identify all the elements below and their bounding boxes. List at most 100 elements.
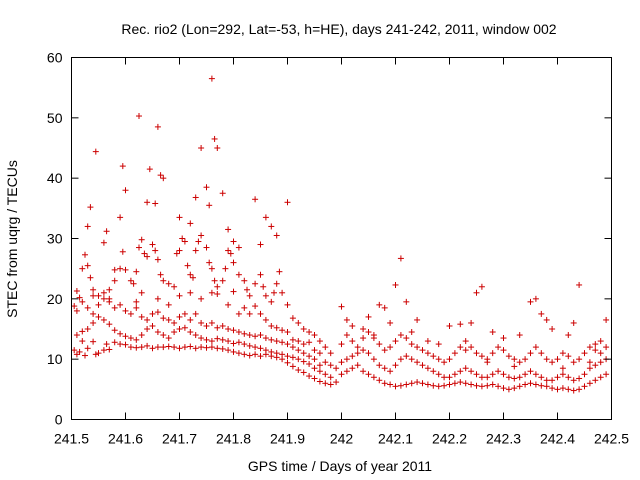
data-point — [570, 359, 577, 366]
data-point — [133, 304, 140, 311]
data-point — [211, 135, 218, 142]
data-point — [225, 301, 232, 308]
data-point — [597, 359, 604, 366]
data-point — [198, 145, 205, 151]
data-point — [381, 304, 388, 311]
data-point — [100, 239, 107, 246]
data-point — [235, 350, 242, 357]
data-point — [284, 359, 291, 366]
data-point — [90, 310, 97, 317]
data-point — [230, 327, 237, 334]
data-point — [462, 347, 469, 354]
data-point — [289, 315, 296, 322]
data-point — [90, 338, 97, 345]
data-point — [106, 346, 113, 353]
data-point — [279, 327, 286, 334]
data-point — [549, 377, 556, 384]
data-point — [208, 344, 215, 351]
data-point — [219, 336, 226, 343]
data-point — [505, 374, 512, 381]
data-point — [441, 359, 448, 366]
data-point — [370, 332, 377, 339]
y-axis-label: STEC from uqrg / TECUs — [4, 160, 20, 318]
data-point — [141, 250, 148, 257]
data-point — [111, 304, 118, 311]
x-tick-label: 242.2 — [432, 431, 467, 447]
data-point — [586, 359, 593, 366]
data-point — [198, 232, 205, 239]
data-point — [246, 352, 253, 359]
data-point — [206, 259, 213, 266]
data-point — [208, 265, 215, 272]
data-point — [414, 316, 421, 323]
data-point — [241, 304, 248, 311]
data-point — [489, 350, 496, 357]
data-point — [252, 344, 259, 351]
data-point — [165, 316, 172, 323]
data-point — [192, 332, 199, 339]
data-point — [300, 369, 307, 376]
data-point — [408, 356, 415, 363]
data-point — [516, 383, 523, 390]
data-point — [235, 271, 242, 278]
data-point — [268, 348, 275, 355]
data-point — [495, 344, 502, 351]
data-point — [176, 313, 183, 320]
data-point — [138, 344, 145, 351]
data-point — [603, 344, 610, 351]
data-point — [306, 360, 313, 367]
data-point — [230, 348, 237, 355]
data-point — [225, 326, 232, 332]
data-point — [473, 371, 480, 378]
data-point — [192, 310, 199, 317]
data-point — [230, 238, 237, 245]
data-point — [360, 335, 367, 342]
data-point — [376, 362, 383, 369]
data-point — [273, 338, 280, 345]
data-point — [198, 344, 205, 351]
data-point — [154, 344, 161, 351]
data-point — [133, 336, 140, 343]
data-point — [430, 353, 437, 360]
data-point — [322, 359, 329, 366]
data-point — [133, 344, 140, 351]
data-point — [603, 371, 610, 378]
data-point — [284, 301, 291, 308]
data-point — [403, 298, 410, 305]
data-point — [95, 292, 102, 299]
data-point — [354, 344, 361, 351]
data-point — [160, 332, 167, 339]
data-point — [106, 321, 113, 328]
data-point — [327, 350, 334, 357]
data-point — [381, 347, 388, 354]
data-point — [430, 368, 437, 375]
data-point — [457, 368, 464, 375]
data-point — [414, 359, 421, 366]
data-point — [203, 322, 210, 329]
data-point — [160, 175, 167, 182]
data-point — [176, 326, 183, 332]
data-point — [117, 301, 124, 308]
data-point — [225, 338, 232, 345]
data-point — [581, 371, 588, 378]
data-point — [117, 265, 124, 272]
data-point — [198, 335, 205, 342]
data-point — [136, 244, 142, 251]
data-point — [484, 374, 491, 381]
data-point — [311, 375, 318, 382]
data-point — [333, 379, 340, 386]
data-point — [117, 330, 124, 337]
data-point — [181, 344, 188, 351]
y-tick-label: 60 — [47, 50, 63, 66]
data-point — [208, 75, 215, 82]
data-point — [300, 326, 307, 332]
data-point — [532, 381, 539, 388]
data-point — [268, 336, 275, 343]
data-point — [157, 172, 164, 179]
data-point — [527, 368, 534, 375]
data-point — [516, 359, 523, 366]
data-point — [554, 386, 561, 393]
data-point — [257, 241, 264, 248]
data-point — [106, 286, 113, 293]
y-tick-label: 30 — [47, 231, 63, 247]
